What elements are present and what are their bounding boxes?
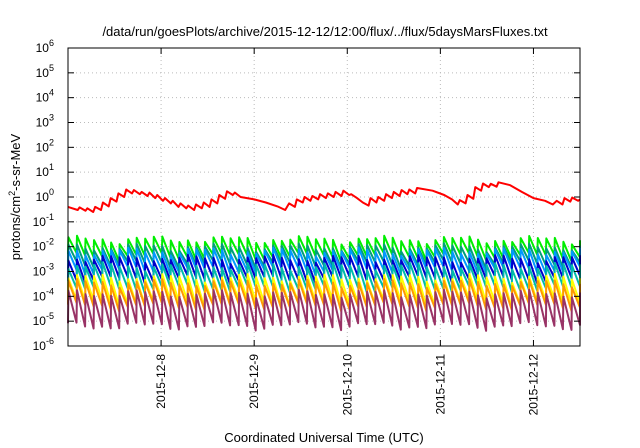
x-tick-label: 2015-12-12 bbox=[526, 354, 540, 416]
y-tick-label: 100 bbox=[36, 187, 54, 204]
x-tick-label: 2015-12-8 bbox=[154, 354, 168, 409]
y-tick-label: 10-4 bbox=[33, 286, 54, 303]
y-tick-label: 10-2 bbox=[33, 237, 54, 254]
y-tick-label: 106 bbox=[36, 38, 54, 55]
chart-title: /data/run/goesPlots/archive/2015-12-12/1… bbox=[102, 24, 548, 39]
y-tick-label: 10-6 bbox=[33, 336, 54, 353]
y-tick-label: 102 bbox=[36, 137, 54, 154]
x-tick-label: 2015-12-9 bbox=[247, 354, 261, 409]
y-tick-label: 10-3 bbox=[33, 262, 54, 279]
data-series bbox=[67, 181, 581, 332]
y-tick-label: 10-5 bbox=[33, 311, 54, 328]
y-tick-label: 104 bbox=[36, 88, 54, 105]
series-line bbox=[67, 288, 581, 332]
y-tick-label: 10-1 bbox=[33, 212, 54, 229]
y-axis: 10-6 10-5 10-4 10-3 10-2 10-1 100 101 102 103 104 1… bbox=[33, 38, 580, 353]
x-axis-label: Coordinated Universal Time (UTC) bbox=[224, 430, 423, 445]
y-tick-label: 103 bbox=[36, 113, 54, 130]
x-tick-label: 2015-12-11 bbox=[433, 354, 447, 415]
y-tick-label: 101 bbox=[36, 162, 54, 179]
y-tick-label: 105 bbox=[36, 63, 54, 80]
series-line bbox=[67, 181, 581, 213]
y-axis-label: protons/cm2-s-sr-MeV bbox=[7, 133, 23, 260]
x-axis: 2015-12-8 2015-12-9 2015-12-10 2015-12-11 20… bbox=[154, 48, 540, 415]
x-tick-label: 2015-12-10 bbox=[340, 354, 354, 416]
